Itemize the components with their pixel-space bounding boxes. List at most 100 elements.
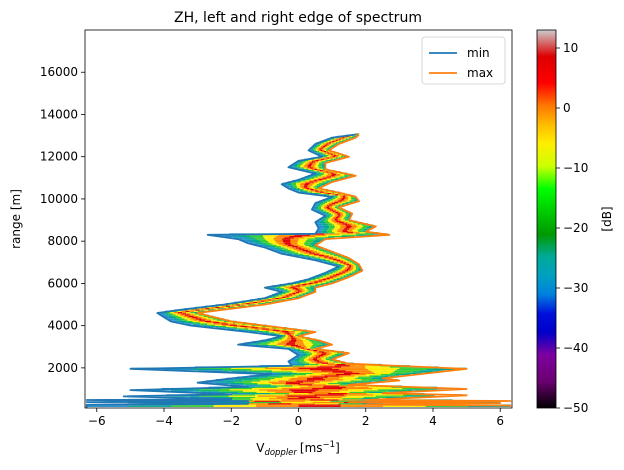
heatmap-cell xyxy=(328,171,332,173)
heatmap-cell xyxy=(321,180,327,182)
heatmap-cell xyxy=(325,153,328,155)
heatmap-cell xyxy=(356,224,362,226)
heatmap-cell xyxy=(305,244,312,247)
heatmap-cell xyxy=(323,194,327,196)
heatmap-cell xyxy=(322,162,326,164)
heatmap-cell xyxy=(276,248,283,250)
heatmap-cell xyxy=(342,382,357,385)
heatmap-cell xyxy=(199,314,204,316)
heatmap-cell xyxy=(308,385,324,387)
heatmap-cell xyxy=(326,177,332,179)
heatmap-cell xyxy=(296,282,301,285)
heatmap-cell xyxy=(336,278,341,281)
heatmap-cell xyxy=(300,168,303,171)
heatmap-cell xyxy=(193,319,200,321)
heatmap-cell xyxy=(295,334,298,336)
heatmap-cell xyxy=(329,278,334,281)
heatmap-cell xyxy=(217,308,223,310)
heatmap-cell xyxy=(310,248,316,250)
heatmap-cell xyxy=(313,148,316,150)
heatmap-cell xyxy=(328,361,334,363)
heatmap-cell xyxy=(324,214,328,216)
heatmap-cell xyxy=(317,209,321,211)
heatmap-cell xyxy=(327,393,348,395)
heatmap-cell xyxy=(319,253,325,255)
heatmap-cell xyxy=(311,168,315,171)
heatmap-cell xyxy=(342,271,346,273)
heatmap-cell xyxy=(332,211,336,214)
heatmap-cell xyxy=(325,221,330,224)
heatmap-cell xyxy=(304,164,308,167)
heatmap-cell xyxy=(321,223,327,225)
heatmap-cell xyxy=(256,330,263,333)
heatmap-cell xyxy=(308,233,325,235)
heatmap-cell xyxy=(344,176,349,178)
heatmap-cell xyxy=(324,219,328,221)
heatmap-cell xyxy=(359,372,376,374)
heatmap-cell xyxy=(335,143,338,145)
heatmap-cell xyxy=(161,314,167,316)
heatmap-cell xyxy=(300,256,306,258)
heatmap-cell xyxy=(280,249,286,252)
heatmap-cell xyxy=(311,284,316,286)
heatmap-cell xyxy=(318,153,321,155)
heatmap-cell xyxy=(331,206,335,209)
heatmap-cell xyxy=(219,391,239,394)
heatmap-cell xyxy=(326,204,330,206)
heatmap-cell xyxy=(326,156,330,158)
heatmap-cell xyxy=(311,356,316,358)
heatmap-cell xyxy=(300,386,324,388)
heatmap-cell xyxy=(347,267,351,269)
heatmap-cell xyxy=(305,285,310,287)
heatmap-cell xyxy=(307,356,312,358)
heatmap-cell xyxy=(254,328,262,330)
heatmap-cell xyxy=(325,211,329,214)
heatmap-cell xyxy=(355,134,357,136)
heatmap-cell xyxy=(349,228,355,230)
heatmap-cell xyxy=(326,206,330,209)
heatmap-cell xyxy=(300,162,304,164)
heatmap-cell xyxy=(327,219,332,221)
heatmap-cell xyxy=(291,249,297,252)
heatmap-cell xyxy=(394,370,420,372)
heatmap-cell xyxy=(340,233,357,235)
y-axis-label: range [m] xyxy=(9,189,23,249)
heatmap-cell xyxy=(338,399,367,401)
heatmap-cell xyxy=(312,149,315,152)
heatmap-cell xyxy=(319,201,324,203)
heatmap-cell xyxy=(346,275,351,277)
heatmap-cell xyxy=(281,334,284,336)
heatmap-cell xyxy=(325,282,330,285)
heatmap-cell xyxy=(323,225,330,228)
heatmap-cell xyxy=(351,199,355,201)
heatmap-cell xyxy=(326,200,331,202)
heatmap-cell xyxy=(310,286,316,288)
heatmap-cell xyxy=(298,396,321,399)
heatmap-cell xyxy=(298,404,341,406)
heatmap-cell xyxy=(226,322,234,324)
heatmap-cell xyxy=(318,164,322,167)
heatmap-cell xyxy=(335,175,340,177)
heatmap-cell xyxy=(340,405,384,407)
heatmap-cell xyxy=(363,396,386,399)
heatmap-cell xyxy=(329,204,333,206)
heatmap-cell xyxy=(287,289,292,291)
heatmap-cell xyxy=(223,320,231,323)
heatmap-cell xyxy=(353,232,360,234)
heatmap-cell xyxy=(243,237,254,239)
heatmap-cell xyxy=(279,375,295,377)
heatmap-cell xyxy=(86,405,130,407)
heatmap-cell xyxy=(221,323,229,325)
heatmap-cell xyxy=(348,221,354,224)
heatmap-cell xyxy=(326,278,330,281)
heatmap-cell xyxy=(357,376,374,378)
heatmap-cell xyxy=(218,325,226,328)
heatmap-cell xyxy=(346,263,349,266)
heatmap-cell xyxy=(323,206,327,209)
chart-title: ZH, left and right edge of spectrum xyxy=(174,10,422,26)
heatmap-cell xyxy=(170,316,177,319)
heatmap-cell xyxy=(320,145,323,148)
heatmap-cell xyxy=(332,257,338,259)
heatmap-cell xyxy=(300,180,306,182)
heatmap-cell xyxy=(338,265,341,267)
